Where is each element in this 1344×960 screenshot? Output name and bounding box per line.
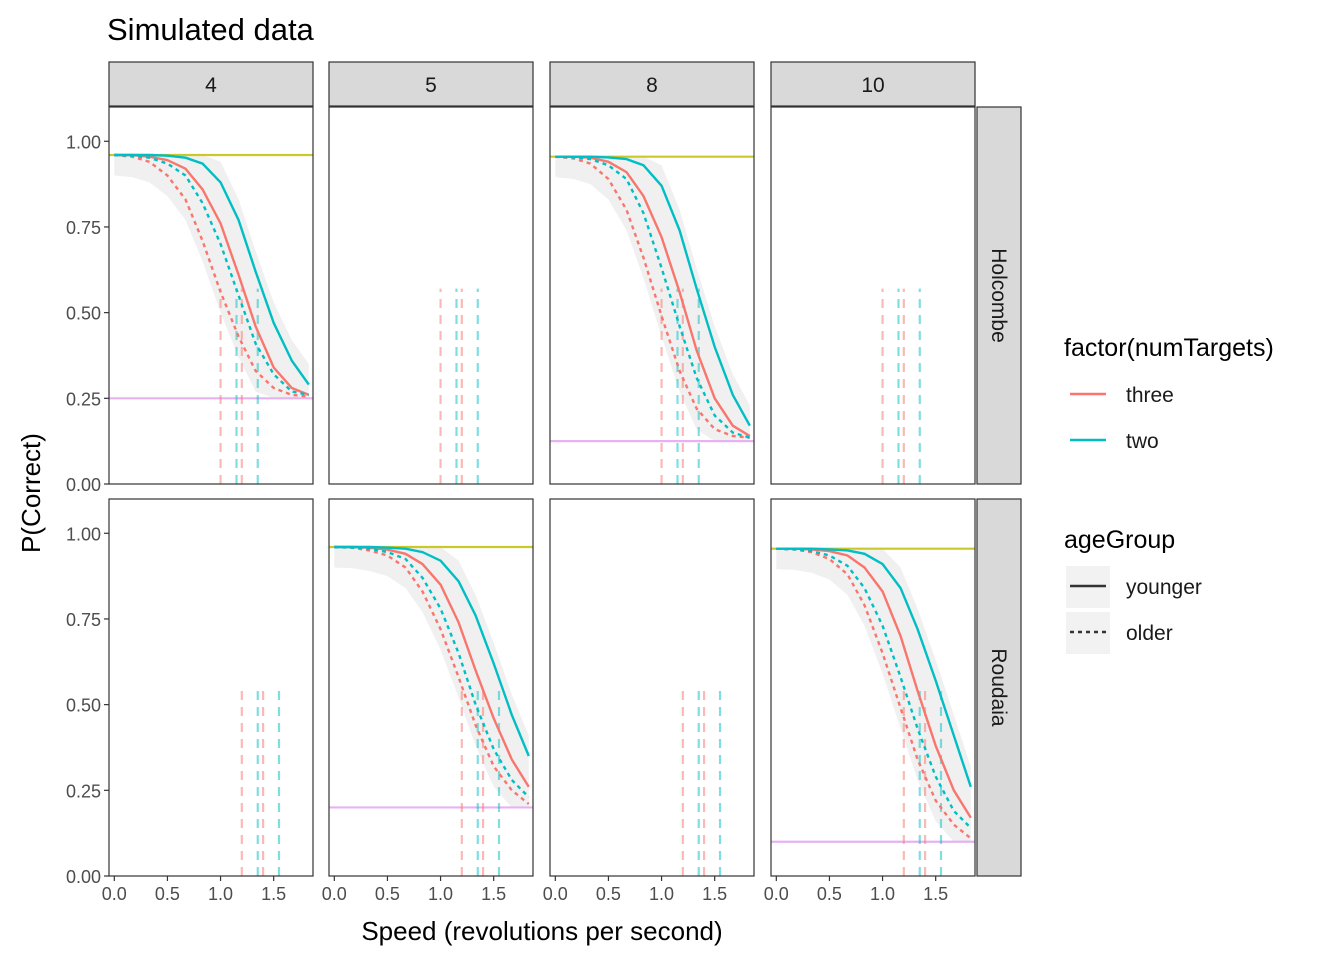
series-line-two-older xyxy=(114,153,310,397)
legend-label: two xyxy=(1126,430,1159,453)
series-line-two-younger xyxy=(776,547,972,788)
x-tick-label: 0.5 xyxy=(817,884,842,904)
y-axis-title: P(Correct) xyxy=(16,433,46,553)
x-tick-label: 0.0 xyxy=(102,884,127,904)
y-tick-label: 1.00 xyxy=(66,132,101,152)
panel-plot-area xyxy=(771,547,975,876)
facet-strip-col xyxy=(328,61,534,107)
y-tick-label: 0.75 xyxy=(66,610,101,630)
facet-panel xyxy=(549,106,755,485)
y-tick-label: 1.00 xyxy=(66,524,101,544)
confidence-ribbon xyxy=(776,548,971,842)
facet-strip-col-label: 8 xyxy=(646,74,658,97)
legend-label: three xyxy=(1126,384,1174,407)
confidence-ribbon xyxy=(555,156,750,442)
x-tick-label: 0.0 xyxy=(322,884,347,904)
x-tick-label: 0.0 xyxy=(764,884,789,904)
facet-strip-col xyxy=(108,61,314,107)
x-axis-title: Speed (revolutions per second) xyxy=(361,916,722,946)
series-line-two-older xyxy=(776,547,972,829)
x-tick-label: 1.0 xyxy=(208,884,233,904)
facet-panel xyxy=(770,498,976,877)
x-tick-label: 0.5 xyxy=(375,884,400,904)
facet-strip-col xyxy=(770,61,976,107)
facet-panel xyxy=(770,106,976,485)
y-tick-label: 0.25 xyxy=(66,781,101,801)
series-line-three-older xyxy=(334,545,530,805)
series-line-two-younger xyxy=(334,545,530,757)
panel-plot-area xyxy=(881,288,921,484)
x-tick-label: 1.0 xyxy=(649,884,674,904)
panel-border xyxy=(549,106,755,485)
panel-plot-area xyxy=(109,153,313,484)
facet-strip-col-label: 5 xyxy=(425,74,437,97)
facet-strip-col-label: 10 xyxy=(861,74,884,97)
panel-border xyxy=(549,498,755,877)
legend-title: factor(numTargets) xyxy=(1064,334,1274,362)
series-line-two-younger xyxy=(114,153,310,386)
panel-plot-area xyxy=(329,545,533,876)
facet-panel xyxy=(549,498,755,877)
facet-strip-row-label: Holcombe xyxy=(987,248,1010,343)
series-line-two-older xyxy=(555,155,751,439)
facet-panel xyxy=(328,106,534,485)
y-tick-label: 0.00 xyxy=(66,475,101,495)
y-tick-label: 0.50 xyxy=(66,304,101,324)
facet-panel xyxy=(328,498,534,877)
series-line-two-younger xyxy=(555,155,751,427)
x-tick-label: 0.0 xyxy=(543,884,568,904)
x-tick-label: 0.5 xyxy=(155,884,180,904)
facet-panel xyxy=(108,498,314,877)
x-tick-label: 1.0 xyxy=(870,884,895,904)
x-tick-label: 1.5 xyxy=(702,884,727,904)
panel-plot-area xyxy=(550,155,754,484)
confidence-ribbon xyxy=(334,547,529,808)
panel-border xyxy=(108,498,314,877)
panel-border xyxy=(328,106,534,485)
legend-title: ageGroup xyxy=(1064,526,1175,554)
series-line-three-older xyxy=(114,153,309,398)
facet-strip-col xyxy=(549,61,755,107)
series-line-two-older xyxy=(334,545,530,799)
panel-plot-area xyxy=(439,288,479,484)
x-tick-label: 1.0 xyxy=(428,884,453,904)
y-tick-label: 0.50 xyxy=(66,696,101,716)
facet-strip-row xyxy=(976,106,1022,485)
x-tick-label: 1.5 xyxy=(923,884,948,904)
panel-border xyxy=(770,106,976,485)
x-tick-label: 1.5 xyxy=(261,884,286,904)
y-tick-label: 0.75 xyxy=(66,218,101,238)
panel-border xyxy=(108,106,314,485)
panel-border xyxy=(328,498,534,877)
facet-panel xyxy=(108,106,314,485)
x-tick-label: 1.5 xyxy=(481,884,506,904)
legend-label: older xyxy=(1126,622,1173,645)
y-tick-label: 0.00 xyxy=(66,867,101,887)
series-line-three-older xyxy=(555,155,750,439)
y-tick-label: 0.25 xyxy=(66,389,101,409)
facet-panels: 4 5 8 10HolcombeRoudaia0.000.250.500.751.00… xyxy=(66,61,1022,904)
panel-border xyxy=(770,498,976,877)
facet-strip-row xyxy=(976,498,1022,877)
facet-strip-row-label: Roudaia xyxy=(987,648,1010,727)
facet-strip-col-label: 4 xyxy=(205,74,217,97)
legend-label: younger xyxy=(1126,576,1202,599)
legends: factor(numTargets) three two ageGroup younge… xyxy=(1064,334,1274,654)
chart-title: Simulated data xyxy=(107,12,315,47)
x-tick-label: 0.5 xyxy=(596,884,621,904)
